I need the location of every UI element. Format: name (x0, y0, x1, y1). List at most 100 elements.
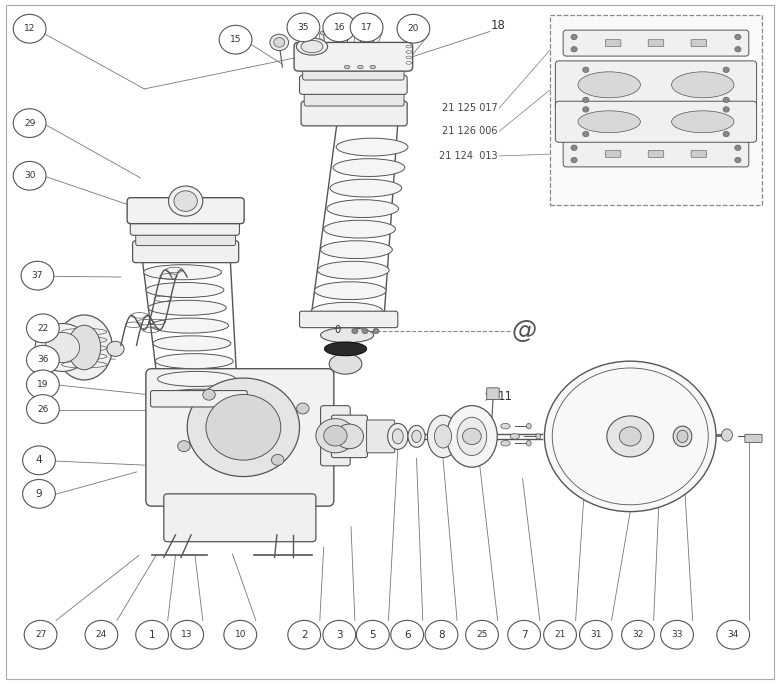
Ellipse shape (56, 315, 112, 380)
Circle shape (735, 47, 741, 52)
Circle shape (274, 38, 285, 47)
Circle shape (35, 324, 90, 371)
Circle shape (350, 13, 383, 42)
Text: 11: 11 (498, 390, 512, 404)
Circle shape (735, 157, 741, 163)
FancyBboxPatch shape (300, 311, 398, 328)
Circle shape (27, 314, 59, 343)
Text: 37: 37 (32, 271, 43, 280)
FancyBboxPatch shape (745, 434, 762, 443)
Ellipse shape (330, 179, 402, 197)
Text: 9: 9 (36, 489, 42, 499)
Circle shape (583, 131, 589, 137)
Text: 16: 16 (334, 23, 345, 32)
Circle shape (287, 13, 320, 42)
Ellipse shape (722, 429, 732, 441)
Circle shape (571, 47, 577, 52)
Ellipse shape (510, 434, 519, 439)
FancyBboxPatch shape (605, 150, 621, 157)
Circle shape (583, 67, 589, 73)
Ellipse shape (673, 426, 692, 447)
Ellipse shape (412, 430, 421, 443)
Circle shape (362, 328, 368, 334)
Text: 19: 19 (37, 380, 48, 389)
Text: 5: 5 (370, 630, 376, 640)
FancyBboxPatch shape (563, 30, 749, 56)
Circle shape (206, 395, 281, 460)
Text: 18: 18 (490, 19, 505, 33)
FancyBboxPatch shape (563, 141, 749, 167)
Text: 29: 29 (24, 118, 35, 128)
FancyBboxPatch shape (555, 101, 757, 142)
Ellipse shape (320, 31, 328, 35)
Ellipse shape (158, 371, 236, 386)
Text: 4: 4 (36, 456, 42, 465)
Ellipse shape (153, 336, 231, 351)
Ellipse shape (388, 423, 408, 449)
Text: 26: 26 (37, 404, 48, 414)
FancyBboxPatch shape (130, 218, 239, 235)
Circle shape (397, 14, 430, 43)
FancyBboxPatch shape (133, 241, 239, 263)
Ellipse shape (345, 66, 350, 69)
Text: 25: 25 (477, 630, 488, 640)
Circle shape (571, 145, 577, 150)
Circle shape (391, 620, 424, 649)
Circle shape (288, 620, 321, 649)
Circle shape (174, 191, 197, 211)
Text: 21 125 017: 21 125 017 (442, 103, 498, 113)
Circle shape (323, 620, 356, 649)
Circle shape (580, 620, 612, 649)
Text: 15: 15 (230, 35, 241, 44)
Ellipse shape (526, 423, 531, 429)
Text: 21 126 006: 21 126 006 (442, 127, 498, 136)
Text: 7: 7 (521, 630, 527, 640)
FancyBboxPatch shape (555, 61, 757, 109)
Ellipse shape (434, 425, 452, 448)
Text: 30: 30 (24, 171, 35, 181)
Circle shape (219, 25, 252, 54)
Text: @: @ (512, 319, 537, 343)
Circle shape (13, 14, 46, 43)
Circle shape (27, 345, 59, 374)
Ellipse shape (501, 423, 510, 429)
Text: 6: 6 (404, 630, 410, 640)
Circle shape (619, 427, 641, 446)
Ellipse shape (526, 440, 531, 446)
Ellipse shape (144, 265, 222, 280)
Circle shape (270, 34, 289, 51)
Ellipse shape (317, 261, 389, 279)
Circle shape (324, 425, 347, 446)
Ellipse shape (327, 200, 399, 218)
FancyBboxPatch shape (303, 65, 404, 80)
Circle shape (723, 131, 729, 137)
Text: 21: 21 (555, 630, 565, 640)
Ellipse shape (324, 342, 367, 356)
Circle shape (24, 620, 57, 649)
Circle shape (373, 328, 379, 334)
FancyBboxPatch shape (332, 415, 367, 458)
Ellipse shape (68, 325, 101, 369)
FancyBboxPatch shape (487, 388, 499, 399)
Ellipse shape (370, 66, 376, 69)
Text: 33: 33 (672, 630, 682, 640)
Circle shape (607, 416, 654, 457)
FancyBboxPatch shape (301, 101, 407, 126)
Circle shape (168, 186, 203, 216)
Ellipse shape (408, 425, 425, 447)
Ellipse shape (151, 318, 229, 333)
Text: 13: 13 (182, 630, 193, 640)
Ellipse shape (321, 328, 374, 343)
Circle shape (323, 13, 356, 42)
FancyBboxPatch shape (164, 494, 316, 542)
Circle shape (425, 620, 458, 649)
Circle shape (735, 34, 741, 40)
Circle shape (717, 620, 750, 649)
Ellipse shape (311, 302, 383, 320)
Ellipse shape (357, 25, 363, 28)
Text: 22: 22 (37, 324, 48, 333)
Circle shape (544, 620, 576, 649)
Circle shape (661, 620, 693, 649)
Ellipse shape (457, 417, 487, 456)
FancyBboxPatch shape (605, 40, 621, 47)
